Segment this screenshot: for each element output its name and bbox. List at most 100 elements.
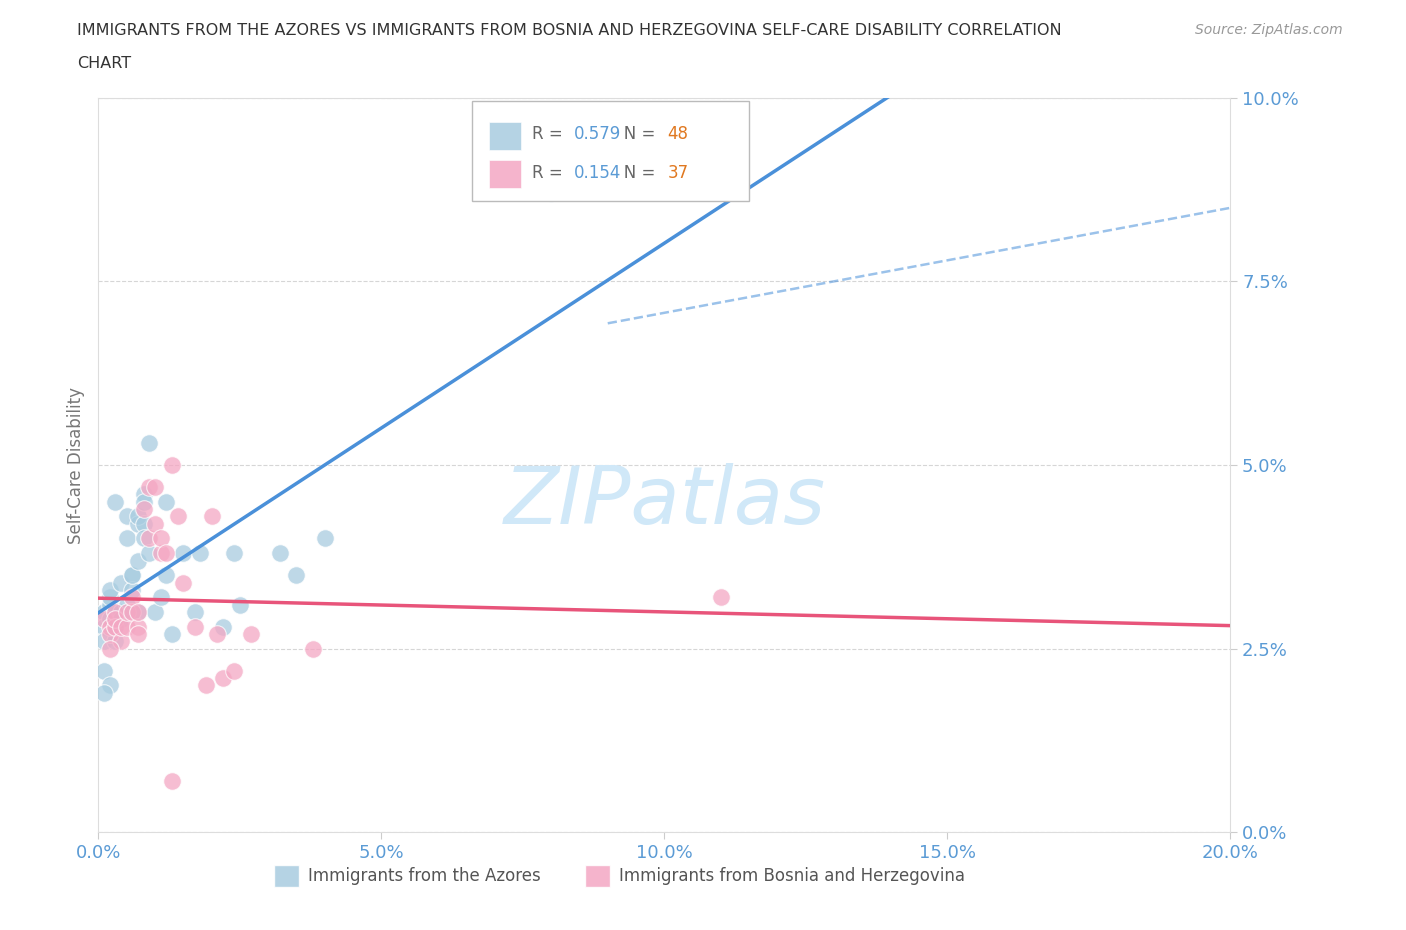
Text: N =: N =	[607, 164, 661, 181]
Point	[98, 678, 121, 693]
Point	[104, 634, 127, 649]
Point	[302, 642, 325, 657]
Point	[93, 619, 115, 634]
Point	[229, 597, 252, 612]
Point	[224, 663, 246, 678]
Point	[127, 627, 149, 642]
Point	[212, 619, 235, 634]
Point	[132, 516, 155, 531]
Point	[285, 567, 308, 582]
Point	[104, 495, 127, 510]
Point	[138, 435, 160, 450]
Point	[115, 531, 138, 546]
Point	[212, 671, 235, 685]
Point	[710, 590, 733, 604]
Point	[138, 546, 160, 561]
Point	[115, 619, 138, 634]
Point	[314, 531, 336, 546]
Point	[121, 582, 143, 597]
Point	[172, 575, 194, 590]
Text: 0.579: 0.579	[574, 126, 621, 143]
Point	[93, 663, 115, 678]
Point	[540, 186, 562, 201]
Point	[98, 627, 121, 642]
Point	[201, 509, 224, 524]
Point	[98, 612, 121, 627]
Point	[143, 516, 166, 531]
Point	[132, 501, 155, 516]
Point	[98, 619, 121, 634]
Point	[188, 546, 211, 561]
Point	[155, 567, 177, 582]
Point	[121, 567, 143, 582]
Text: R =: R =	[531, 164, 568, 181]
Point	[183, 604, 205, 619]
Point	[127, 516, 149, 531]
Point	[143, 604, 166, 619]
Bar	[274, 866, 298, 887]
Point	[132, 531, 155, 546]
Y-axis label: Self-Care Disability: Self-Care Disability	[66, 387, 84, 543]
Point	[207, 627, 229, 642]
Point	[121, 604, 143, 619]
Point	[127, 509, 149, 524]
Point	[160, 458, 183, 472]
Point	[240, 627, 263, 642]
Point	[93, 685, 115, 700]
Text: Immigrants from Bosnia and Herzegovina: Immigrants from Bosnia and Herzegovina	[619, 868, 965, 885]
Point	[121, 604, 143, 619]
Text: 0.154: 0.154	[574, 164, 621, 181]
Bar	[489, 122, 520, 150]
FancyBboxPatch shape	[472, 101, 749, 201]
Text: ZIPatlas: ZIPatlas	[503, 463, 825, 540]
Point	[115, 597, 138, 612]
Point	[127, 604, 149, 619]
Point	[160, 774, 183, 789]
Point	[110, 619, 132, 634]
Point	[149, 590, 172, 604]
Text: 48: 48	[668, 126, 689, 143]
Text: R =: R =	[531, 126, 568, 143]
Point	[183, 619, 205, 634]
Point	[155, 495, 177, 510]
Text: 37: 37	[668, 164, 689, 181]
Point	[98, 597, 121, 612]
Point	[110, 634, 132, 649]
Point	[104, 604, 127, 619]
Point	[149, 531, 172, 546]
Point	[149, 546, 172, 561]
Bar	[489, 160, 520, 188]
Bar	[585, 866, 610, 887]
Point	[166, 509, 188, 524]
Point	[160, 627, 183, 642]
Point	[104, 604, 127, 619]
Point	[98, 582, 121, 597]
Point	[121, 590, 143, 604]
Point	[93, 604, 115, 619]
Point	[224, 546, 246, 561]
Point	[121, 567, 143, 582]
Point	[93, 634, 115, 649]
Point	[138, 531, 160, 546]
Point	[110, 612, 132, 627]
Point	[127, 619, 149, 634]
Point	[194, 678, 217, 693]
Point	[138, 480, 160, 495]
Point	[93, 612, 115, 627]
Point	[132, 495, 155, 510]
Point	[115, 604, 138, 619]
Point	[104, 619, 127, 634]
Point	[127, 553, 149, 568]
Point	[98, 590, 121, 604]
Point	[132, 487, 155, 502]
Point	[104, 612, 127, 627]
Point	[98, 642, 121, 657]
Point	[172, 546, 194, 561]
Text: Source: ZipAtlas.com: Source: ZipAtlas.com	[1195, 23, 1343, 37]
Point	[155, 546, 177, 561]
Text: CHART: CHART	[77, 56, 131, 71]
Point	[110, 575, 132, 590]
Point	[110, 604, 132, 619]
Point	[143, 480, 166, 495]
Point	[104, 619, 127, 634]
